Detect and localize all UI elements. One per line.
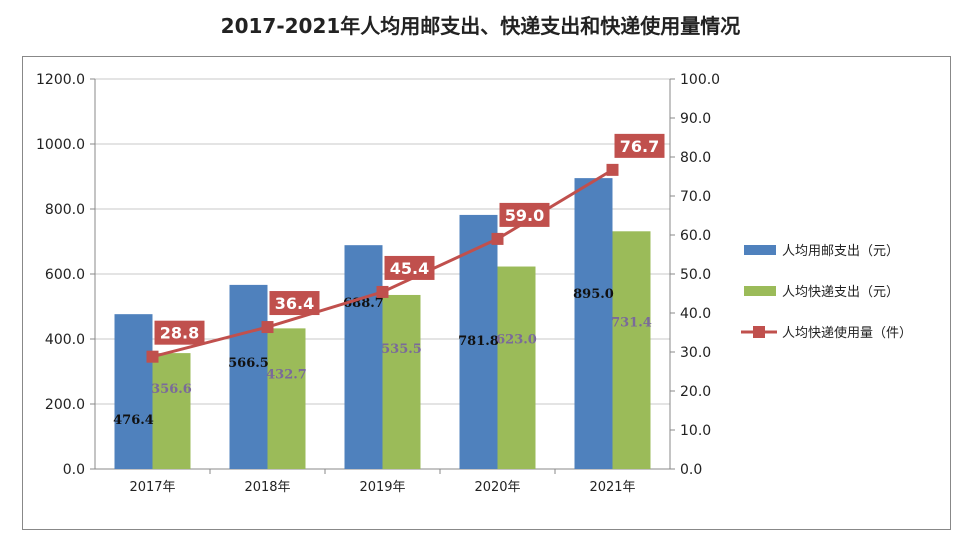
y-right-tick-label: 30.0 — [680, 345, 711, 361]
bar-data-label: 476.4 — [113, 413, 154, 428]
line-data-label: 76.7 — [620, 137, 659, 156]
y-left-tick-label: 400.0 — [45, 332, 85, 348]
y-right-tick-label: 20.0 — [680, 384, 711, 400]
x-tick-label: 2021年 — [589, 480, 635, 495]
legend-marker — [753, 326, 765, 338]
y-left-tick-label: 1000.0 — [36, 137, 85, 153]
bar-data-label: 781.8 — [458, 334, 499, 349]
y-left-tick-label: 1200.0 — [36, 72, 85, 88]
bar-data-label: 535.5 — [381, 342, 422, 357]
bar-data-label: 895.0 — [573, 287, 614, 302]
y-left-tick-label: 600.0 — [45, 267, 85, 283]
line-label-box — [269, 291, 320, 316]
y-right-tick-label: 40.0 — [680, 306, 711, 322]
line-marker — [146, 350, 159, 363]
y-right-tick-label: 70.0 — [680, 189, 711, 205]
bar — [382, 294, 421, 469]
x-tick-label: 2017年 — [129, 480, 175, 495]
y-right-tick-label: 50.0 — [680, 267, 711, 283]
chart-frame — [22, 56, 951, 530]
legend-label: 人均快递支出（元） — [782, 285, 899, 300]
bar-data-label: 356.6 — [151, 382, 192, 397]
bar — [114, 314, 153, 469]
bar — [612, 231, 651, 469]
x-tick-label: 2019年 — [359, 480, 405, 495]
legend-label: 人均用邮支出（元） — [782, 244, 899, 259]
y-right-tick-label: 10.0 — [680, 423, 711, 439]
y-right-tick-label: 0.0 — [680, 462, 702, 478]
bar — [344, 245, 383, 469]
bar-data-label: 623.0 — [496, 333, 537, 348]
chart-title: 2017-2021年人均用邮支出、快递支出和快递使用量情况 — [220, 14, 741, 38]
y-left-tick-label: 0.0 — [63, 462, 85, 478]
line-label-box — [499, 202, 550, 227]
y-left-tick-label: 800.0 — [45, 202, 85, 218]
line-marker — [606, 163, 619, 176]
y-right-tick-label: 100.0 — [680, 72, 720, 88]
bar-data-label: 731.4 — [611, 315, 652, 330]
legend-swatch — [744, 245, 776, 255]
line-marker — [491, 232, 504, 245]
y-right-tick-label: 90.0 — [680, 111, 711, 127]
y-left-tick-label: 200.0 — [45, 397, 85, 413]
bar — [497, 266, 536, 469]
legend-label: 人均快递使用量（件） — [782, 325, 912, 341]
line-data-label: 36.4 — [275, 294, 314, 313]
x-tick-label: 2020年 — [474, 480, 520, 495]
bar — [459, 214, 498, 469]
y-right-tick-label: 80.0 — [680, 150, 711, 166]
line-label-box — [384, 255, 435, 280]
x-tick-label: 2018年 — [244, 480, 290, 495]
bar — [229, 284, 268, 469]
bar — [574, 178, 613, 469]
bar-data-label: 566.5 — [228, 356, 269, 371]
line-label-box — [614, 133, 665, 158]
bar — [152, 353, 191, 469]
line-data-label: 59.0 — [505, 206, 544, 225]
line-marker — [261, 321, 274, 334]
line-data-label: 28.8 — [160, 324, 199, 343]
line-marker — [376, 285, 389, 298]
bar — [267, 328, 306, 469]
line-data-label: 45.4 — [390, 259, 429, 278]
line-label-box — [154, 320, 205, 345]
y-right-tick-label: 60.0 — [680, 228, 711, 244]
bar-data-label: 432.7 — [266, 367, 307, 382]
legend-swatch — [744, 286, 776, 296]
